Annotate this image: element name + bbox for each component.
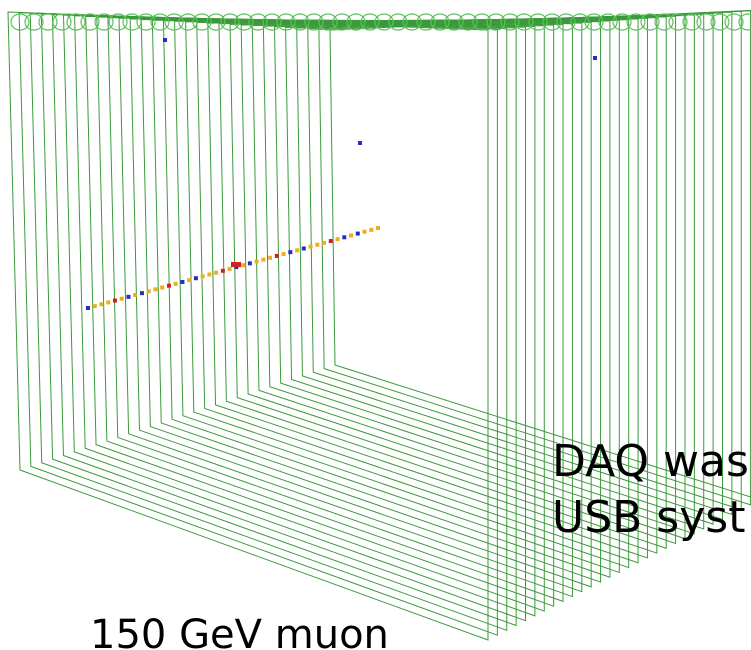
hit (369, 228, 373, 232)
hit (214, 271, 218, 275)
plane-edge (669, 14, 687, 30)
hit (336, 237, 340, 241)
plane-edge (151, 14, 169, 30)
plane-edge (683, 14, 701, 30)
hit (140, 291, 144, 295)
hit (302, 246, 306, 250)
hit (358, 141, 362, 145)
plane (41, 14, 516, 626)
caption: 150 GeV muon (90, 612, 389, 650)
hit (86, 306, 90, 310)
detector-planes (8, 10, 751, 640)
hit (241, 263, 245, 267)
plane (64, 15, 535, 616)
hit (160, 286, 164, 290)
hit (120, 297, 124, 301)
plane-edge (25, 14, 43, 30)
hit (593, 56, 597, 60)
hit (315, 243, 319, 247)
hit (376, 226, 380, 230)
hit (113, 299, 117, 303)
plane-edge (11, 14, 29, 30)
hit (180, 280, 184, 284)
hit (309, 245, 313, 249)
overlay-line: USB syst (552, 492, 745, 543)
hit (329, 239, 333, 243)
hit (261, 258, 265, 262)
plane (119, 18, 582, 592)
hit (282, 252, 286, 256)
event-display: DAQ was USB syst 150 GeV muon (0, 0, 751, 650)
hits (86, 38, 597, 310)
hit (174, 282, 178, 286)
hit (342, 235, 346, 239)
plane-edge (725, 14, 743, 30)
hit (356, 232, 360, 236)
hit (228, 267, 232, 271)
hit (295, 248, 299, 252)
hit (255, 259, 259, 263)
plane-edge (697, 14, 715, 30)
plane (330, 10, 751, 500)
hit (201, 274, 205, 278)
hit (322, 241, 326, 245)
hit (207, 273, 211, 277)
hit (194, 276, 198, 280)
plane (52, 14, 525, 620)
hit (99, 302, 103, 306)
hit (163, 38, 167, 42)
plane-edge (53, 14, 71, 30)
hit (153, 287, 157, 291)
hit (187, 278, 191, 282)
hit (93, 304, 97, 308)
hit (126, 295, 130, 299)
hit (275, 254, 279, 258)
hit (288, 250, 292, 254)
hit (231, 262, 241, 267)
plane-edge (67, 14, 85, 30)
overlay-line: DAQ was (552, 436, 749, 487)
hit (147, 289, 151, 293)
plane (8, 12, 488, 640)
page: DAQ was USB syst 150 GeV muon (() => { c… (0, 0, 751, 650)
hit (133, 293, 137, 297)
hit (248, 261, 252, 265)
hit (167, 284, 171, 288)
plane-edge (165, 14, 183, 30)
hit (221, 269, 225, 273)
hit (106, 300, 110, 304)
hit (363, 230, 367, 234)
plane (108, 18, 572, 597)
hit (268, 256, 272, 260)
plane (130, 19, 591, 587)
plane (141, 19, 600, 582)
hit (349, 233, 353, 237)
plane-edge (711, 14, 729, 30)
